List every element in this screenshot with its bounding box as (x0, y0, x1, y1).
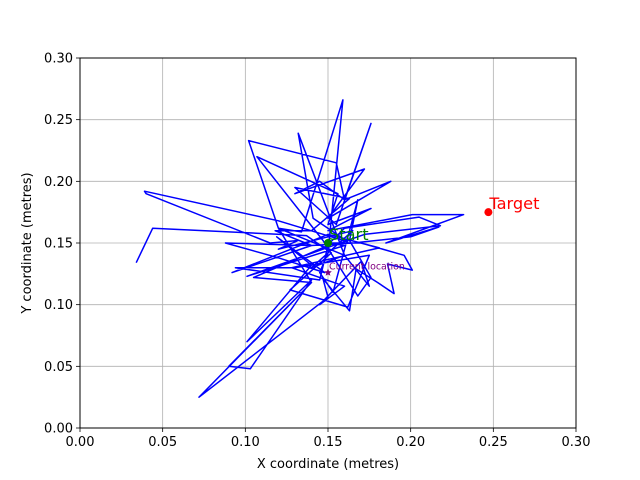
y-tick-label: 0.00 (44, 422, 73, 437)
x-tick-label: 0.20 (396, 435, 425, 450)
x-tick-label: 0.00 (66, 435, 95, 450)
y-tick-label: 0.30 (44, 52, 73, 67)
y-axis-label: Y coordinate (metres) (20, 172, 35, 314)
marker-label: Start (329, 225, 369, 244)
y-tick-label: 0.05 (44, 360, 73, 375)
marker-point (484, 208, 493, 217)
x-tick-label: 0.30 (562, 435, 591, 450)
y-tick-label: 0.20 (44, 175, 73, 190)
x-tick-label: 0.10 (231, 435, 260, 450)
ticks: 0.00 0.05 0.10 0.15 0.20 0.25 0.30 0.00 0.05 0.10… (44, 52, 590, 451)
y-tick-label: 0.10 (44, 298, 73, 313)
marker-layer: Start Target Current location (324, 194, 539, 276)
series-layer (135, 99, 465, 398)
y-tick-label: 0.25 (44, 113, 73, 128)
marker-point (324, 268, 332, 276)
x-axis-label: X coordinate (metres) (257, 457, 399, 472)
x-tick-label: 0.05 (148, 435, 177, 450)
trajectory-line (135, 99, 465, 398)
x-tick-label: 0.15 (314, 435, 343, 450)
marker-point (324, 239, 332, 247)
y-tick-label: 0.15 (44, 237, 73, 252)
marker-label: Current location (329, 262, 405, 273)
marker-label: Target (488, 194, 539, 213)
x-tick-label: 0.25 (479, 435, 508, 450)
